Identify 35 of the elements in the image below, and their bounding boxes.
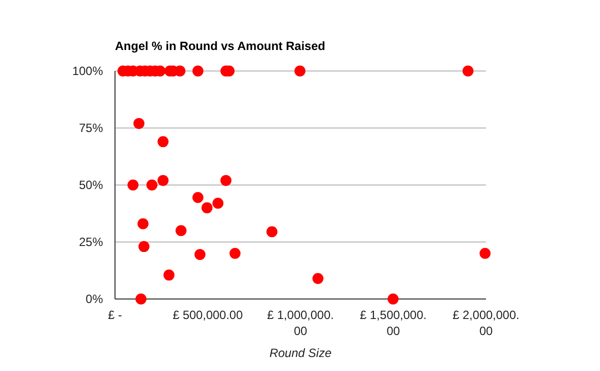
x-tick-label: £ 2,000,000.00 xyxy=(452,308,520,338)
point xyxy=(133,118,144,129)
y-tick-label: 25% xyxy=(78,235,104,250)
point xyxy=(194,249,206,260)
x-tick-label: £ 1,000,000.00 xyxy=(267,308,334,338)
point xyxy=(146,180,158,190)
point xyxy=(135,294,146,304)
y-tick-label: 100% xyxy=(72,64,104,78)
point xyxy=(158,136,169,148)
point xyxy=(138,218,149,230)
y-tick-label: 75% xyxy=(78,121,104,136)
point xyxy=(480,248,491,259)
y-tick-label: 50% xyxy=(78,178,104,192)
point xyxy=(312,272,324,284)
point xyxy=(202,202,213,214)
point xyxy=(230,248,241,259)
x-axis-title: Round Size xyxy=(269,346,332,360)
point xyxy=(266,226,278,238)
point xyxy=(388,294,399,304)
point xyxy=(163,270,174,281)
point xyxy=(220,174,232,186)
chart-title: Angel % in Round vs Amount Raised xyxy=(115,39,326,53)
point xyxy=(127,180,138,190)
x-tick-label: £ 1,500,000.00 xyxy=(360,308,427,338)
point xyxy=(212,198,224,209)
point xyxy=(138,241,150,252)
y-tick-label: 0% xyxy=(86,292,104,306)
point xyxy=(192,192,204,204)
point xyxy=(462,66,474,76)
x-tick-label: £ 500,000.00 xyxy=(172,308,244,322)
point xyxy=(192,66,204,76)
point xyxy=(158,174,169,186)
point xyxy=(176,225,187,236)
point xyxy=(294,66,306,76)
x-tick-label: £ - xyxy=(108,308,122,322)
